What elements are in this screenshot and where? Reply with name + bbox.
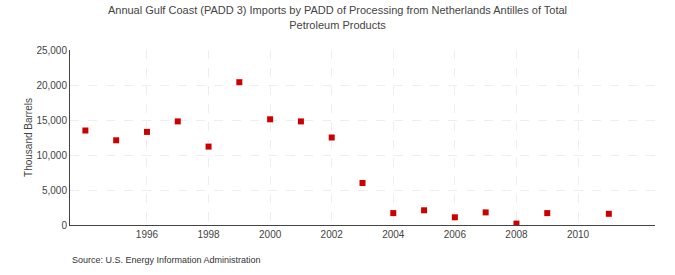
svg-text:Source: U.S. Energy Informatio: Source: U.S. Energy Information Administ… [72, 255, 261, 265]
svg-text:5,000: 5,000 [42, 185, 67, 196]
svg-text:2010: 2010 [567, 229, 590, 240]
svg-text:0: 0 [61, 220, 67, 231]
svg-text:Annual Gulf Coast (PADD 3) Imp: Annual Gulf Coast (PADD 3) Imports by PA… [108, 4, 567, 30]
svg-text:2002: 2002 [321, 229, 344, 240]
svg-text:10,000: 10,000 [36, 150, 67, 161]
svg-text:2006: 2006 [444, 229, 467, 240]
svg-text:1998: 1998 [197, 229, 220, 240]
svg-text:2000: 2000 [259, 229, 282, 240]
svg-text:1996: 1996 [136, 229, 159, 240]
svg-text:20,000: 20,000 [36, 80, 67, 91]
svg-text:Thousand Barrels: Thousand Barrels [23, 98, 34, 177]
svg-text:15,000: 15,000 [36, 115, 67, 126]
svg-text:2004: 2004 [382, 229, 405, 240]
svg-text:2008: 2008 [505, 229, 528, 240]
svg-text:25,000: 25,000 [36, 45, 67, 56]
